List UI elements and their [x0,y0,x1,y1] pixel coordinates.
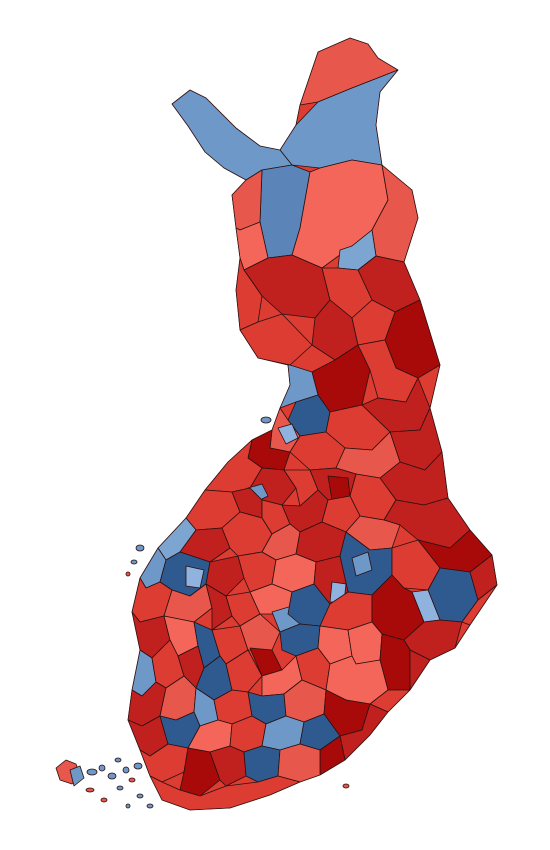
municipality-enontekio [171,89,293,181]
island [122,766,130,774]
municipality-taivalkoski [351,299,396,346]
municipality-helsinki [277,743,321,783]
municipality-kimitoon [139,743,189,783]
municipality-kuopio-light [351,551,373,577]
archipelago-islands [55,416,350,809]
island [85,787,95,793]
island [130,559,138,565]
island [146,803,154,809]
municipality-alavus [205,583,233,631]
island [116,785,124,791]
municipality-urjala [225,649,263,693]
island [114,757,122,763]
municipality-kirkkonummi-blue [243,745,281,783]
island [125,571,131,577]
municipality-siikajoki-blue [277,423,299,445]
island [98,764,106,772]
island [100,797,108,803]
island [125,803,131,809]
island [260,416,272,424]
municipality-kolari [231,169,263,231]
island [128,777,136,783]
municipality-parikkala [469,554,497,601]
island [86,768,98,776]
municipality-vaasa-red [179,527,231,563]
municipality-lappeenranta-east [461,584,497,626]
island [136,793,144,799]
island [133,762,143,770]
municipality-lapua [205,555,245,597]
island [135,544,145,552]
island-aland-blue [69,765,85,787]
island [342,783,350,789]
municipality-tampere [239,613,281,651]
country-outline [127,37,498,811]
municipality-layer [128,38,497,810]
island [107,772,117,780]
